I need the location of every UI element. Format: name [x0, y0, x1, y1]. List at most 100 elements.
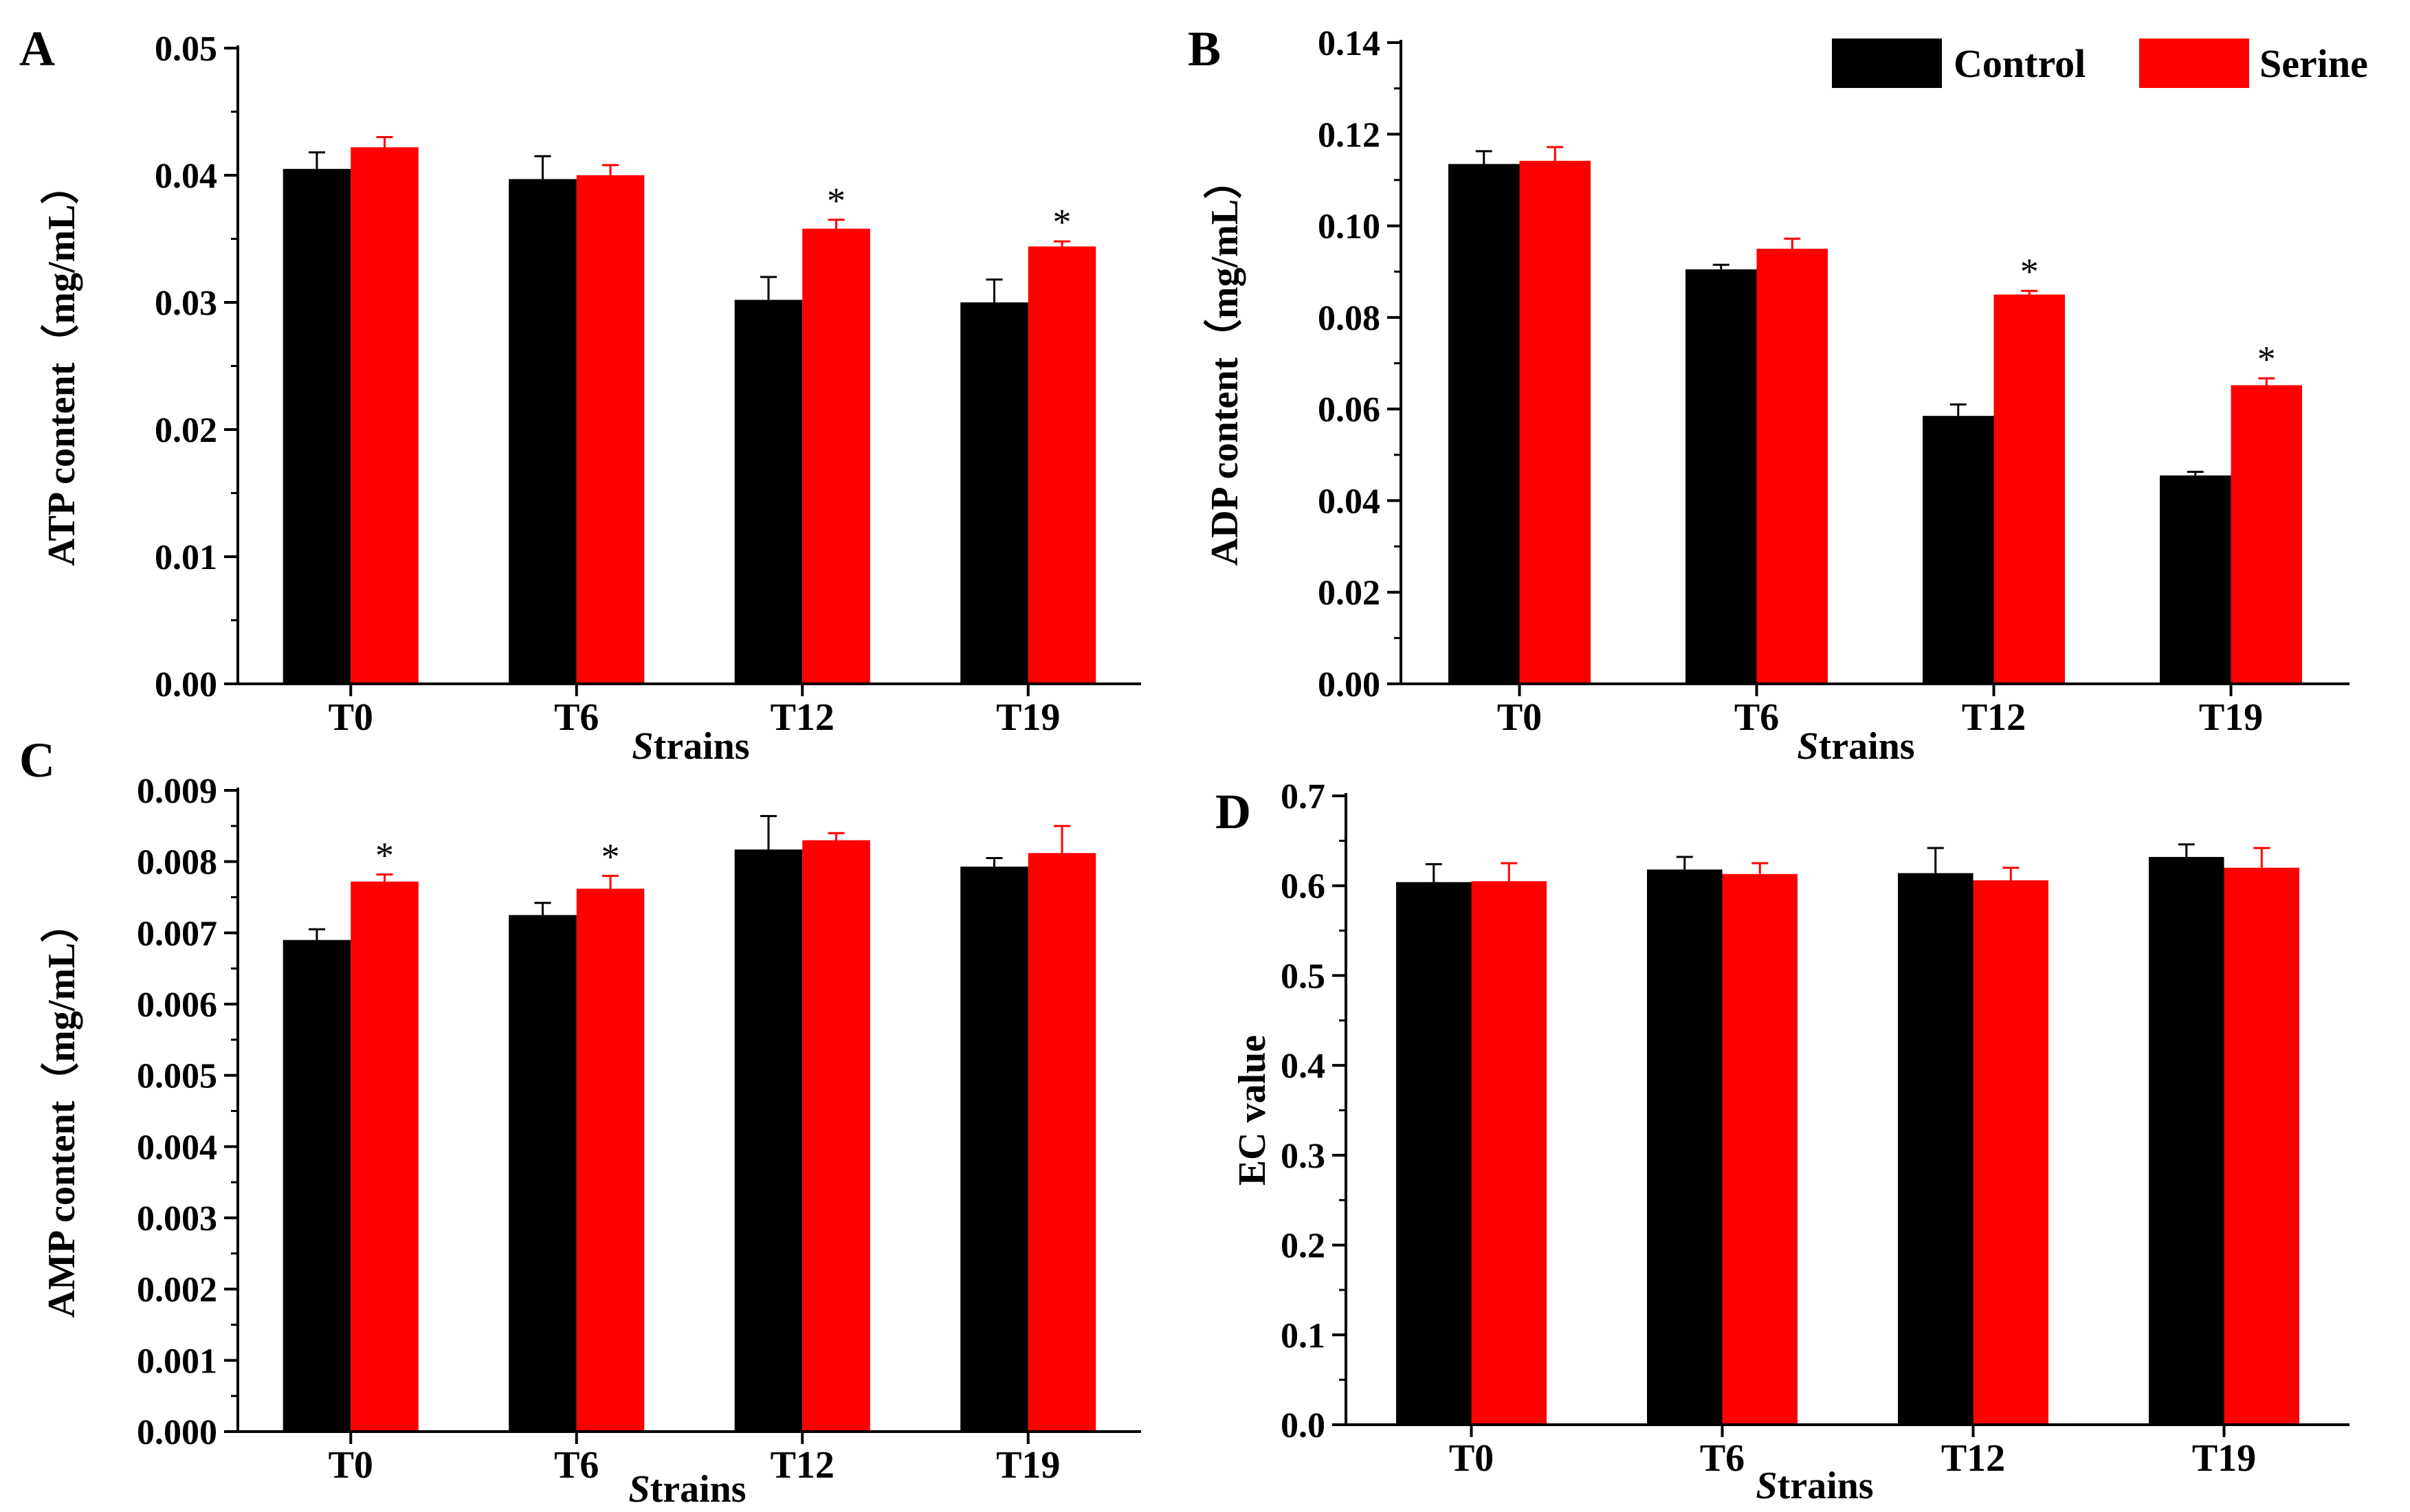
bar-serine-t19	[1028, 853, 1096, 1432]
legend-label-serine: Serine	[2259, 41, 2368, 86]
bar-serine-t6	[576, 175, 645, 684]
error-bar-serine-t0	[376, 873, 393, 882]
panel-label: B	[1188, 21, 1221, 76]
x-tick-label: T19	[2192, 1437, 2256, 1480]
error-bar-serine-t12	[2021, 289, 2038, 295]
x-tick-label: T0	[1497, 696, 1542, 739]
bar-serine-t0	[1519, 160, 1591, 684]
x-tick-label: T0	[329, 696, 373, 739]
error-bar-serine-t0	[1501, 862, 1518, 882]
bar-serine-t6	[1756, 248, 1828, 685]
error-bar-serine-t12	[2002, 867, 2020, 880]
bar-control-t6	[1647, 869, 1723, 1425]
error-bar-control-t6	[534, 902, 551, 915]
error-bar-control-t19	[986, 856, 1003, 867]
y-tick-label: 0.008	[137, 843, 217, 882]
x-tick-label: T12	[1941, 1437, 2005, 1480]
error-bar-control-t12	[1949, 403, 1967, 416]
bar-control-t12	[1923, 416, 1994, 684]
error-bar-serine-t19	[2253, 847, 2270, 868]
y-axis-label: ATP content（mg/mL）	[40, 166, 83, 566]
y-tick-label: 0.006	[137, 986, 217, 1025]
bar-control-t0	[283, 168, 351, 684]
bar-control-t6	[1685, 269, 1757, 684]
y-tick-label: 0.005	[137, 1057, 217, 1096]
error-bar-control-t0	[1475, 150, 1492, 164]
x-tick-label: T6	[1734, 696, 1779, 739]
error-bar-control-t12	[760, 276, 777, 300]
legend-swatch-serine	[2139, 38, 2249, 88]
panel-label: D	[1215, 784, 1251, 839]
y-tick-label: 0.1	[1281, 1316, 1325, 1355]
y-tick-label: 0.01	[155, 538, 217, 577]
error-bar-control-t6	[1712, 263, 1729, 269]
x-tick-label: T19	[2199, 696, 2263, 739]
error-bar-serine-t0	[376, 136, 393, 148]
error-bar-serine-t12	[828, 832, 845, 841]
bar-serine-t6	[1722, 874, 1798, 1425]
x-tick-label: T19	[996, 696, 1060, 739]
error-bar-control-t6	[1676, 856, 1693, 870]
bar-serine-t0	[351, 147, 419, 685]
error-bar-serine-t6	[602, 164, 619, 175]
panel-d: D 0.0 0.1 0.2 0.3 0.4 0.5 0.6 0.7 T0 T6 T12 T19 EC va…	[1215, 777, 2350, 1507]
y-tick-label: 0.05	[155, 30, 217, 69]
y-tick-label: 0.04	[1318, 482, 1380, 521]
bar-control-t6	[509, 915, 577, 1432]
x-axis-label-rest: trains	[1778, 1465, 1874, 1507]
x-tick-label: T12	[771, 696, 834, 739]
significance-marker-t19: *	[2257, 338, 2276, 379]
bar-control-t12	[734, 849, 803, 1432]
bar-serine-t12	[1993, 294, 2065, 684]
error-bar-serine-t6	[602, 874, 619, 889]
error-bar-serine-t19	[1054, 240, 1071, 247]
error-bar-control-t19	[2178, 843, 2195, 857]
significance-marker-t19: *	[1053, 201, 1072, 243]
y-tick-label: 0.02	[1318, 574, 1380, 613]
error-bar-serine-t19	[1054, 825, 1071, 854]
x-axis-label-initial: S	[1756, 1465, 1777, 1507]
y-tick-label: 0.02	[155, 411, 217, 450]
x-axis-label: Strains	[628, 1468, 746, 1511]
y-tick-label: 0.003	[137, 1199, 217, 1238]
x-tick-label: T6	[554, 696, 599, 739]
y-tick-label: 0.08	[1318, 299, 1380, 338]
x-axis-label-rest: trains	[654, 725, 750, 768]
x-axis-label-rest: trains	[1819, 725, 1915, 768]
y-tick-label: 0.2	[1281, 1227, 1325, 1266]
bar-serine-t19	[2224, 867, 2299, 1425]
y-tick-label: 0.009	[137, 772, 217, 811]
bar-serine-t19	[1028, 246, 1096, 685]
error-bar-control-t0	[308, 151, 325, 169]
error-bar-control-t19	[2187, 470, 2204, 476]
bar-control-t19	[960, 302, 1028, 684]
y-tick-label: 0.6	[1281, 867, 1325, 907]
x-axis-label: Strains	[1797, 725, 1914, 768]
error-bar-serine-t12	[828, 219, 845, 229]
error-bar-serine-t0	[1547, 146, 1564, 161]
y-axis-label: AMP content（mg/mL）	[40, 904, 83, 1318]
panel-label: C	[19, 733, 55, 788]
y-tick-label: 0.7	[1281, 777, 1325, 816]
bar-control-t0	[283, 940, 351, 1432]
x-axis-label-initial: S	[632, 725, 653, 768]
y-tick-label: 0.001	[137, 1342, 217, 1381]
y-tick-label: 0.000	[137, 1413, 217, 1452]
y-tick-label: 0.004	[137, 1128, 217, 1167]
bar-serine-t0	[351, 881, 419, 1432]
y-tick-label: 0.5	[1281, 957, 1325, 996]
y-tick-label: 0.007	[137, 914, 217, 953]
y-tick-label: 0.00	[1318, 665, 1380, 704]
bar-control-t12	[1898, 873, 1974, 1425]
bar-control-t19	[960, 866, 1028, 1432]
bar-control-t12	[734, 300, 803, 684]
bar-control-t19	[2160, 475, 2231, 684]
y-tick-label: 0.3	[1281, 1137, 1325, 1176]
x-tick-label: T0	[329, 1444, 373, 1487]
error-bar-serine-t6	[1784, 237, 1801, 249]
y-tick-label: 0.4	[1281, 1047, 1325, 1086]
y-axis-label: ADP content（mg/mL）	[1203, 161, 1246, 566]
x-tick-label: T0	[1449, 1437, 1494, 1480]
y-tick-label: 0.03	[155, 284, 217, 323]
